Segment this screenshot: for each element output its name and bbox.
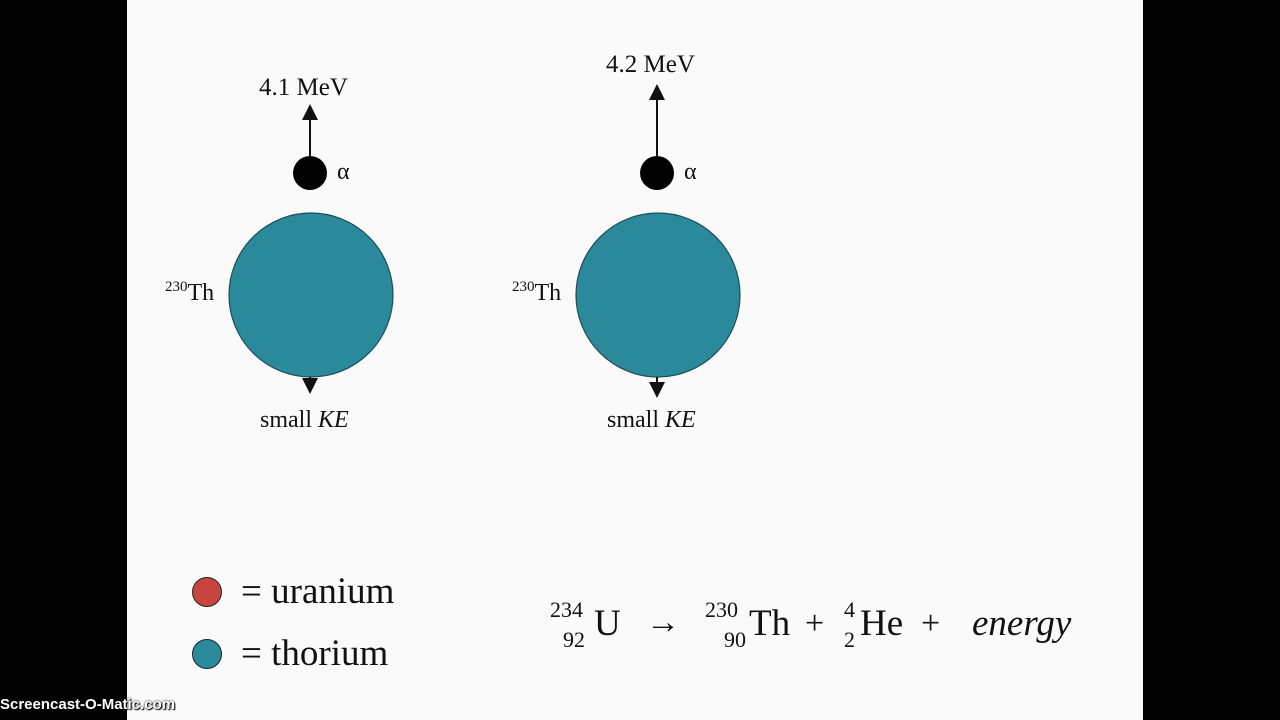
alpha-particle-left: [293, 156, 327, 190]
parent-symbol: U: [594, 603, 621, 644]
plus-sign-1: +: [805, 605, 825, 642]
alpha-mass-number: 4: [844, 597, 855, 622]
alpha-energy-right: 4.2 MeV: [606, 51, 695, 78]
alpha-particle-right: [640, 156, 674, 190]
alpha-atomic-number: 2: [844, 627, 855, 652]
daughter-atomic-number: 90: [724, 627, 746, 652]
decay-equation: 234 92 U → 230 90 Th + 4 2 He + energy: [127, 0, 1143, 720]
plus-sign-2: +: [921, 605, 941, 642]
parent-mass-number: 234: [550, 597, 583, 622]
daughter-symbol: Th: [749, 603, 791, 644]
uranium-swatch: [192, 577, 222, 607]
helium-symbol: He: [860, 603, 904, 644]
reaction-arrow: →: [646, 604, 680, 641]
alpha-symbol-left: α: [337, 159, 350, 185]
nucleus-label-right: 230Th: [512, 279, 562, 306]
legend-uranium-label: = uranium: [241, 571, 395, 612]
alpha-symbol-right: α: [684, 159, 697, 185]
nucleus-label-left: 230Th: [165, 279, 215, 306]
daughter-mass-number: 230: [705, 597, 738, 622]
recoil-label-left: small KE: [260, 407, 349, 433]
recorder-watermark: Screencast-O-Matic.com: [0, 696, 176, 713]
decay-diagram: [228, 84, 741, 398]
alpha-energy-left: 4.1 MeV: [259, 74, 348, 101]
recoil-label-right: small KE: [607, 407, 696, 433]
thorium-swatch: [192, 639, 222, 669]
parent-atomic-number: 92: [563, 627, 585, 652]
energy-term: energy: [972, 603, 1072, 644]
legend-thorium-label: = thorium: [241, 633, 389, 674]
slide: 4.1 MeV α 230Th small KE 4.2 MeV α 230Th…: [127, 0, 1143, 720]
